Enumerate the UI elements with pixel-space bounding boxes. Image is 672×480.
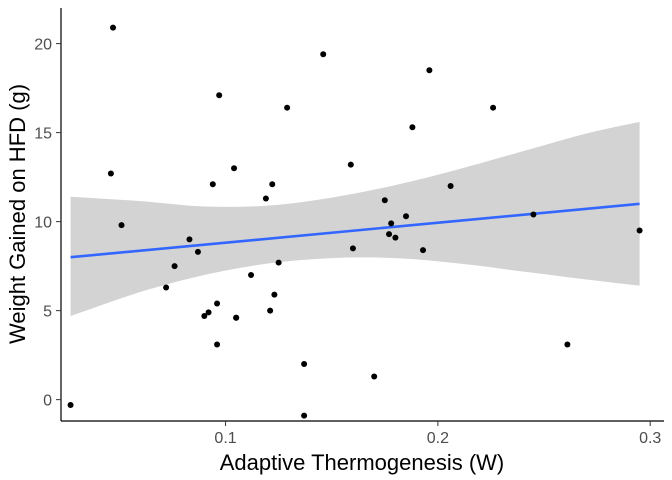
data-point <box>67 401 74 408</box>
data-point <box>194 248 201 255</box>
y-tick-label: 20 <box>34 37 52 54</box>
data-point <box>214 300 221 307</box>
data-point <box>214 341 221 348</box>
data-point <box>107 170 114 177</box>
data-point <box>320 51 327 58</box>
y-ticks: 0 5 10 15 20 <box>34 37 61 410</box>
data-point <box>209 181 216 188</box>
data-point <box>248 272 255 279</box>
data-point <box>301 412 308 419</box>
data-point <box>388 220 395 227</box>
data-point <box>269 181 276 188</box>
y-tick-label: 5 <box>43 304 52 321</box>
data-point <box>347 161 354 168</box>
data-point <box>284 104 291 111</box>
confidence-band <box>70 121 640 317</box>
data-point <box>118 222 125 229</box>
data-point <box>392 234 399 241</box>
confidence-band-layer <box>70 121 640 317</box>
data-point <box>163 284 170 291</box>
data-point <box>171 263 178 270</box>
y-tick-label: 10 <box>34 215 52 232</box>
data-point <box>267 307 274 314</box>
data-point <box>201 312 208 319</box>
points-layer <box>67 24 643 419</box>
data-point <box>205 309 212 316</box>
data-point <box>262 195 269 202</box>
y-tick-label: 0 <box>43 393 52 410</box>
data-point <box>530 211 537 218</box>
data-point <box>381 197 388 204</box>
x-tick-label: 0.3 <box>639 430 661 447</box>
data-point <box>110 24 117 31</box>
data-point <box>564 341 571 348</box>
data-point <box>636 227 643 234</box>
data-point <box>231 165 238 172</box>
data-point <box>301 361 308 368</box>
data-point <box>409 124 416 131</box>
data-point <box>447 183 454 190</box>
data-point <box>216 92 223 99</box>
fit-line <box>70 202 640 259</box>
x-axis-title: Adaptive Thermogenesis (W) <box>220 450 505 475</box>
y-tick-label: 15 <box>34 126 52 143</box>
y-axis-title: Weight Gained on HFD (g) <box>5 84 30 344</box>
data-point <box>403 213 410 220</box>
data-point <box>426 67 433 74</box>
x-tick-label: 0.1 <box>214 430 236 447</box>
data-point <box>275 259 282 266</box>
fit-line-layer <box>70 202 640 259</box>
x-tick-label: 0.2 <box>427 430 449 447</box>
data-point <box>386 231 393 238</box>
data-point <box>371 373 378 380</box>
data-point <box>490 104 497 111</box>
data-point <box>271 291 278 298</box>
data-point <box>420 247 427 254</box>
data-point <box>233 314 240 321</box>
data-point <box>186 236 193 243</box>
data-point <box>349 245 356 252</box>
x-ticks: 0.1 0.2 0.3 <box>214 421 661 447</box>
